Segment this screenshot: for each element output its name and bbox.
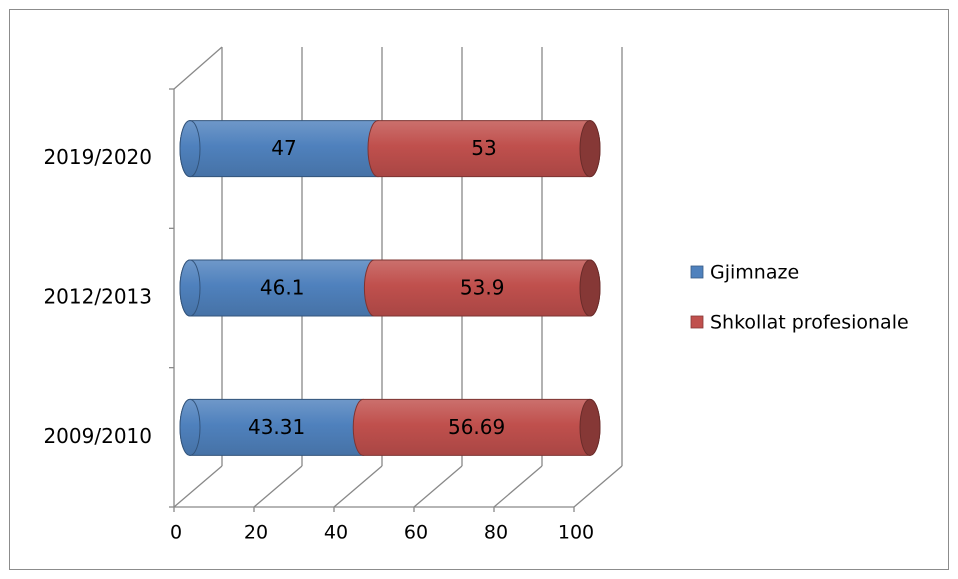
floor-gridline bbox=[413, 465, 463, 508]
y-category-label: 2012/2013 bbox=[43, 285, 152, 309]
chart-legend: Gjimnaze Shkollat profesionale bbox=[690, 262, 909, 334]
y-category-label: 2009/2010 bbox=[43, 424, 152, 448]
data-label: 56.69 bbox=[448, 415, 505, 439]
legend-label-0: Gjimnaze bbox=[710, 262, 799, 284]
bar-shkollat-0 bbox=[352, 398, 601, 456]
x-tick-label: 80 bbox=[484, 522, 508, 544]
legend-swatch-0 bbox=[690, 265, 704, 279]
x-tick-label: 100 bbox=[558, 522, 594, 544]
floor-gridline bbox=[173, 465, 223, 508]
bar-shkollat-2 bbox=[367, 120, 601, 178]
floor-gridline bbox=[253, 465, 303, 508]
floor-gridline bbox=[573, 465, 623, 508]
data-label: 53.9 bbox=[460, 276, 505, 300]
x-tick-label: 60 bbox=[404, 522, 428, 544]
legend-label-1: Shkollat profesionale bbox=[710, 312, 909, 334]
data-label: 43.31 bbox=[248, 415, 305, 439]
floor-gridline bbox=[493, 465, 543, 508]
data-label: 46.1 bbox=[260, 276, 305, 300]
bar-start-cap bbox=[179, 259, 201, 317]
bar-end-cap bbox=[579, 259, 601, 317]
x-tick-label: 20 bbox=[244, 522, 268, 544]
bar-end-cap bbox=[579, 120, 601, 178]
y-category-label: 2019/2020 bbox=[43, 145, 152, 169]
bar-gjimnaze-1 bbox=[179, 259, 385, 317]
x-tick-label: 40 bbox=[324, 522, 348, 544]
bar-gjimnaze-0 bbox=[179, 398, 374, 456]
legend-swatch-1 bbox=[690, 315, 704, 329]
floor-gridline bbox=[333, 465, 383, 508]
bar-start-cap bbox=[179, 120, 201, 178]
data-label: 47 bbox=[271, 136, 296, 160]
bar-shkollat-1 bbox=[363, 259, 601, 317]
chart-labels: 0 20 40 60 80 100 2009/2010 43.31 56.69 2012/2013… bbox=[43, 136, 594, 543]
bar-end-cap bbox=[579, 398, 601, 456]
bar-start-cap bbox=[179, 398, 201, 456]
data-label: 53 bbox=[471, 136, 496, 160]
chart-bars bbox=[179, 120, 601, 456]
chart-gridlines bbox=[169, 46, 623, 512]
wall-edge bbox=[173, 46, 223, 90]
x-tick-label: 0 bbox=[170, 522, 182, 544]
